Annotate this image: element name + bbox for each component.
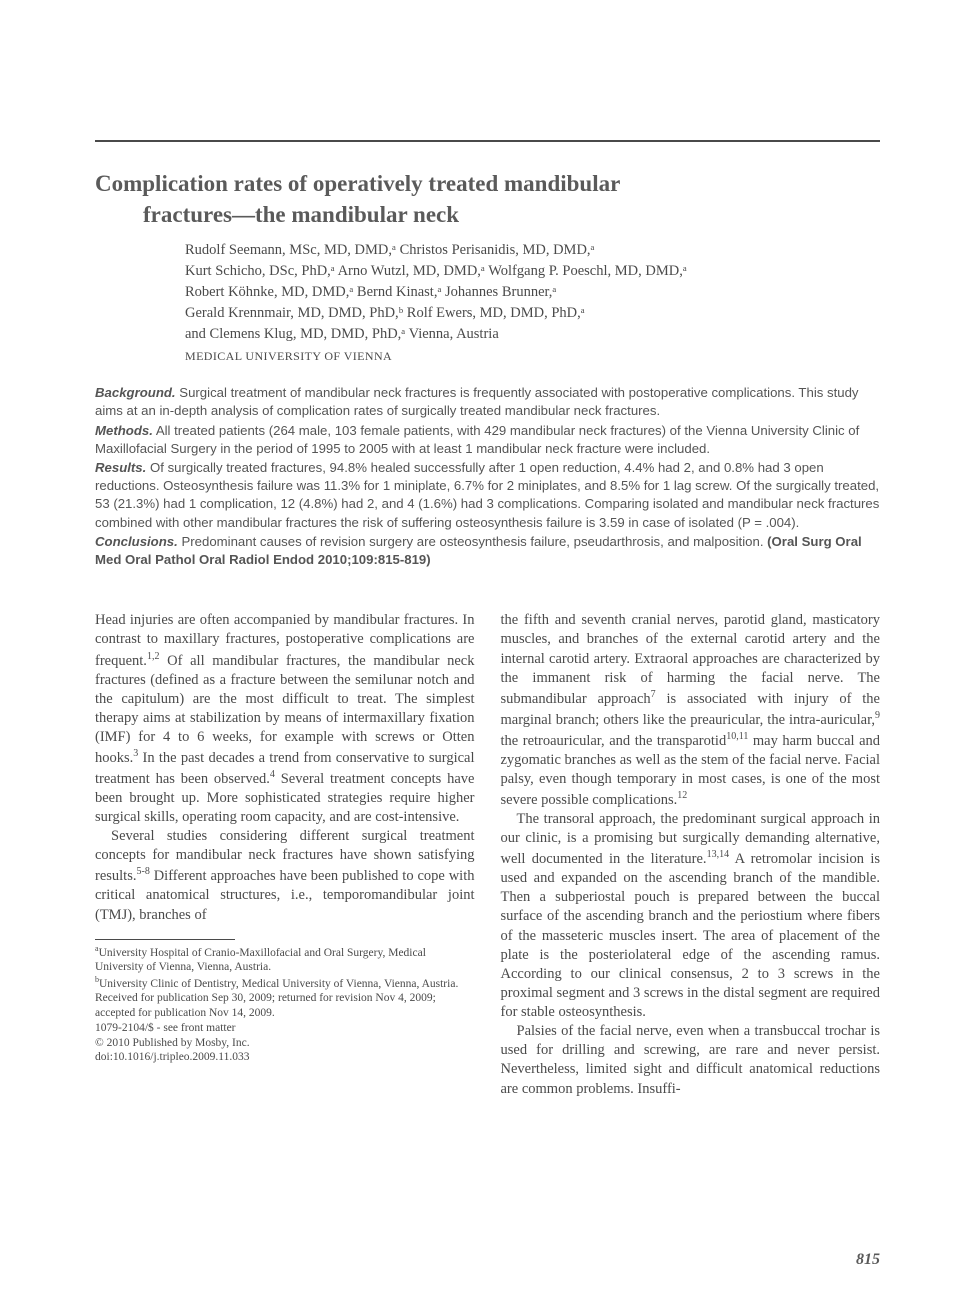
fn-b: University Clinic of Dentistry, Medical … [99,978,458,990]
ref-5-8: 5-8 [136,866,149,877]
fn-a: University Hospital of Cranio-Maxillofac… [95,947,426,974]
abstract-conclusions: Predominant causes of revision surgery a… [181,534,763,549]
column-right: the fifth and seventh cranial nerves, pa… [501,611,881,1098]
c2p1c: the retroauricular, and the transparotid [501,733,727,749]
ref-1-2: 1,2 [147,651,160,662]
fn-doi: doi:10.1016/j.tripleo.2009.11.033 [95,1050,475,1065]
fn-issn: 1079-2104/$ - see front matter [95,1021,475,1036]
authors: Rudolf Seemann, MSc, MD, DMD,ᵃ Christos … [95,240,880,345]
c2p3: Palsies of the facial nerve, even when a… [501,1022,881,1099]
abstract-results: Of surgically treated fractures, 94.8% h… [95,460,879,530]
fn-copyright: © 2010 Published by Mosby, Inc. [95,1036,475,1051]
ref-10-11: 10,11 [726,731,748,742]
abstract-methods-label: Methods. [95,423,153,438]
ref-9: 9 [875,710,880,721]
affiliation: MEDICAL UNIVERSITY OF VIENNA [95,349,880,364]
abstract-background-label: Background. [95,385,176,400]
article-title: Complication rates of operatively treate… [95,168,880,230]
abstract-conclusions-label: Conclusions. [95,534,178,549]
fn-received: Received for publication Sep 30, 2009; r… [95,991,475,1020]
authors-text: Rudolf Seemann, MSc, MD, DMD,ᵃ Christos … [185,242,687,342]
c1p2b: Different approaches have been published… [95,868,475,922]
title-line-2: fractures—the mandibular neck [95,199,880,230]
abstract: Background. Surgical treatment of mandib… [95,384,880,569]
column-left: Head injuries are often accompanied by m… [95,611,475,1098]
ref-13-14: 13,14 [707,849,730,860]
abstract-methods: All treated patients (264 male, 103 fema… [95,423,859,456]
c2p2b: A retromolar incision is used and expand… [501,851,881,1020]
c1p1b: Of all mandibular fractures, the mandibu… [95,652,475,765]
footnote-rule [95,939,235,940]
ref-12: 12 [677,790,687,801]
body-columns: Head injuries are often accompanied by m… [95,611,880,1098]
page-number: 815 [856,1251,880,1269]
title-line-1: Complication rates of operatively treate… [95,171,620,196]
footnotes: aUniversity Hospital of Cranio-Maxillofa… [95,944,475,1065]
abstract-results-label: Results. [95,460,146,475]
abstract-background: Surgical treatment of mandibular neck fr… [95,385,859,418]
rule-top [95,140,880,142]
